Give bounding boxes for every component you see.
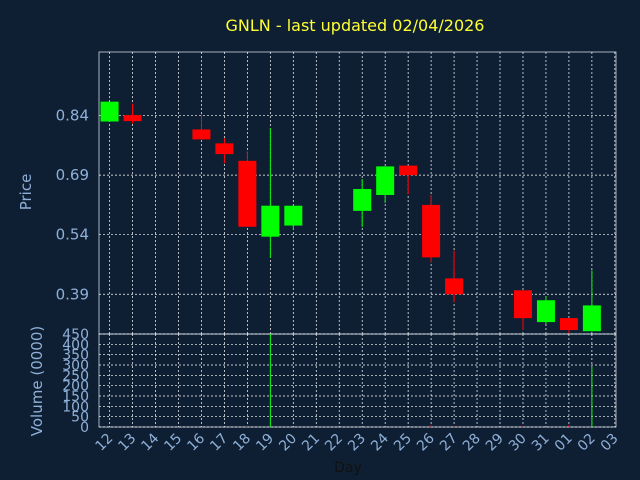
volume-tick-label: 0 bbox=[80, 420, 89, 436]
candle-body bbox=[582, 305, 601, 332]
volume-tick-label: 200 bbox=[62, 379, 89, 395]
x-tick-label: 14 bbox=[138, 430, 162, 454]
volume-tick-label: 150 bbox=[62, 389, 89, 405]
x-tick-label: 15 bbox=[161, 431, 185, 455]
x-tick-label: 18 bbox=[230, 431, 254, 455]
chart-title: GNLN - last updated 02/04/2026 bbox=[226, 16, 485, 35]
x-tick-label: 20 bbox=[276, 431, 300, 455]
price-tick-label: 0.69 bbox=[56, 166, 89, 184]
x-tick-label: 03 bbox=[598, 431, 622, 455]
candle-body bbox=[284, 205, 303, 226]
x-tick-label: 24 bbox=[368, 430, 392, 454]
candle-body bbox=[192, 129, 211, 140]
volume-tick-label: 250 bbox=[62, 368, 89, 384]
x-axis-label: Day bbox=[334, 460, 362, 476]
price-tick-label: 0.39 bbox=[56, 285, 89, 303]
x-tick-label: 16 bbox=[184, 430, 208, 454]
x-tick-label: 17 bbox=[207, 431, 231, 455]
x-tick-label: 19 bbox=[253, 431, 277, 455]
candle-body bbox=[100, 101, 119, 122]
x-tick-label: 12 bbox=[92, 431, 116, 455]
candle-body bbox=[353, 189, 372, 211]
x-tick-label: 27 bbox=[437, 431, 461, 455]
volume-axis-label: Volume (0000) bbox=[28, 326, 46, 436]
volume-tick-label: 400 bbox=[62, 337, 89, 353]
price-tick-label: 0.84 bbox=[56, 107, 89, 125]
candle-body bbox=[422, 204, 441, 258]
candle-body bbox=[215, 143, 234, 155]
candle-body bbox=[399, 165, 418, 176]
x-tick-label: 21 bbox=[299, 431, 323, 455]
x-tick-label: 25 bbox=[391, 431, 415, 455]
x-tick-label: 22 bbox=[322, 431, 346, 455]
volume-tick-label: 100 bbox=[62, 399, 89, 415]
x-tick-label: 13 bbox=[115, 431, 139, 455]
volume-tick-label: 50 bbox=[71, 410, 89, 426]
candle-body bbox=[513, 290, 532, 319]
x-tick-label: 30 bbox=[506, 431, 530, 455]
x-tick-label: 02 bbox=[575, 431, 599, 455]
price-panel: 0.39 0.54 0.69 0.84 bbox=[56, 51, 617, 335]
x-axis: 12 13 14 15 16 17 18 19 20 21 22 23 24 25 26 27 28 29 30 31… bbox=[92, 430, 621, 454]
candle-body bbox=[123, 115, 142, 122]
volume-tick-label: 350 bbox=[62, 348, 89, 364]
candle-body bbox=[238, 160, 257, 227]
candle-body bbox=[559, 318, 578, 331]
candle-body bbox=[261, 205, 280, 237]
volume-tick-label: 300 bbox=[62, 358, 89, 374]
volume-tick-label: 450 bbox=[62, 327, 89, 343]
x-tick-label: 23 bbox=[345, 431, 369, 455]
candle-body bbox=[536, 300, 555, 323]
price-axis-label: Price bbox=[17, 174, 35, 211]
candle-body bbox=[445, 278, 464, 295]
x-tick-label: 29 bbox=[483, 431, 507, 455]
x-tick-label: 28 bbox=[460, 431, 484, 455]
x-tick-label: 01 bbox=[552, 431, 576, 455]
volume-panel-frame bbox=[98, 333, 617, 428]
candle-body bbox=[376, 166, 395, 195]
x-tick-label: 26 bbox=[414, 430, 438, 454]
price-tick-label: 0.54 bbox=[56, 226, 89, 244]
x-tick-label: 31 bbox=[529, 431, 553, 455]
